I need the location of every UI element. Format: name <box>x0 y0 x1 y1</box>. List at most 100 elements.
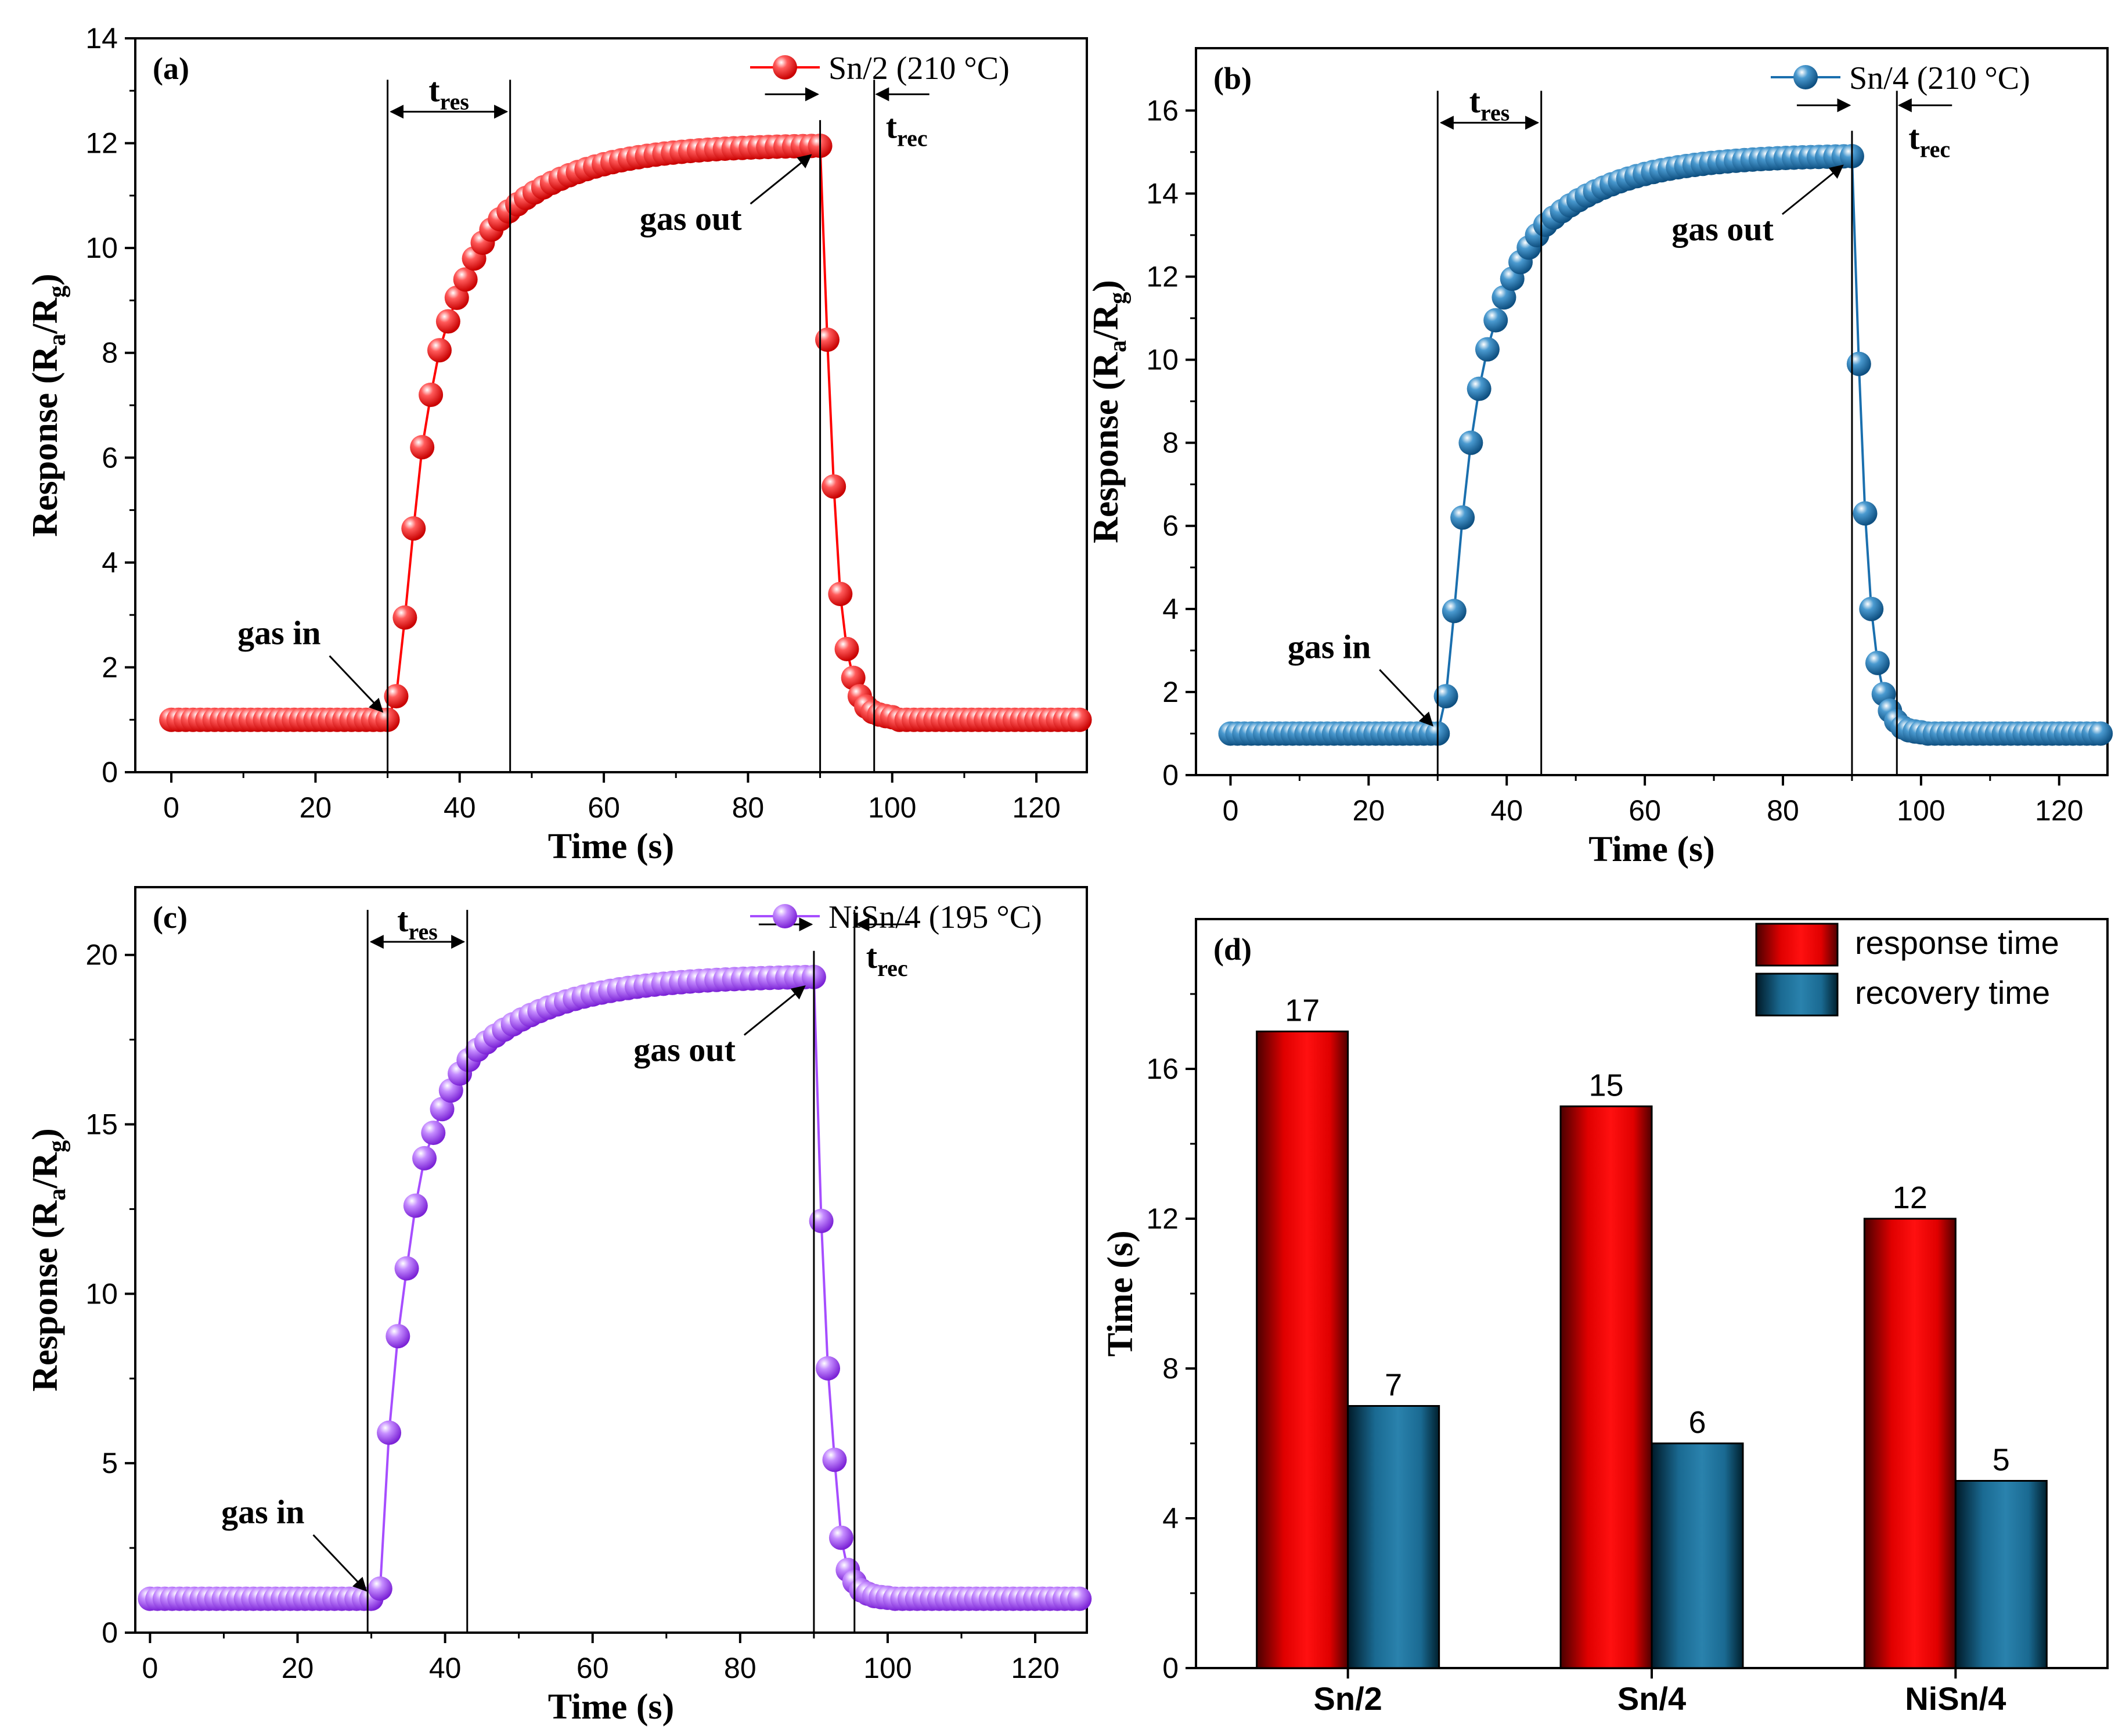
y-tick-label: 4 <box>1162 1502 1179 1535</box>
data-point <box>1853 501 1878 526</box>
data-point <box>435 309 460 334</box>
y-tick-label: 0 <box>1162 759 1179 791</box>
x-tick-label: 60 <box>588 791 620 824</box>
x-tick-label: 100 <box>1897 794 1945 827</box>
bar-value-label: 15 <box>1588 1068 1623 1103</box>
data-point <box>384 684 409 709</box>
t-rec-label: trec <box>886 107 928 151</box>
x-axis-label: Time (s) <box>548 1687 675 1727</box>
gas-in-label: gas in <box>1288 628 1371 665</box>
t-res-label: tres <box>428 71 469 114</box>
x-tick-label: 20 <box>300 791 332 824</box>
bar-value-label: 7 <box>1385 1368 1402 1403</box>
data-point <box>377 1420 402 1445</box>
gas-out-arrow <box>1781 164 1844 215</box>
y-tick-label: 14 <box>1146 177 1179 210</box>
bar-value-label: 5 <box>1993 1443 2010 1478</box>
y-tick-label: 16 <box>1146 94 1179 127</box>
data-point <box>816 1356 841 1381</box>
y-tick-label: 15 <box>85 1108 118 1141</box>
x-tick-label: 100 <box>868 791 916 824</box>
x-tick-label: 100 <box>863 1652 912 1684</box>
plot-frame <box>134 37 1088 773</box>
bar-response-time <box>1256 1031 1349 1669</box>
data-point <box>1865 650 1890 675</box>
panel-c: 0 20 40 60 80 100 120 0 5 10 15 20 Time (s) Response … <box>26 886 1092 1727</box>
data-point <box>1067 1586 1092 1611</box>
x-tick-label: 20 <box>282 1652 314 1684</box>
x-tick-label: 40 <box>429 1652 462 1684</box>
panel-a: 0 20 40 60 80 100 120 0 2 4 6 8 10 12 14 Time (s) Respon… <box>26 22 1092 866</box>
t-res-label: tres <box>397 901 438 945</box>
data-point <box>828 582 853 607</box>
y-tick-label: 16 <box>1146 1053 1179 1085</box>
data-point <box>412 1146 437 1170</box>
y-axis-label: Response (Ra/Rg) <box>26 1128 71 1392</box>
gas-in-label: gas in <box>221 1493 304 1531</box>
y-tick-label: 0 <box>1162 1652 1179 1684</box>
x-tick-label: 40 <box>444 791 476 824</box>
x-axis-label: Time (s) <box>1588 830 1715 869</box>
bar-value-label: 12 <box>1893 1180 1928 1215</box>
data-point <box>841 665 866 690</box>
legend-label: Sn/2 (210 °C) <box>828 51 1010 87</box>
y-axis-label: Response (Ra/Rg) <box>1086 280 1132 543</box>
legend-label: Sn/4 (210 °C) <box>1849 60 2030 96</box>
y-tick-label: 8 <box>102 337 118 369</box>
y-tick-label: 10 <box>85 232 118 264</box>
bar-response-time <box>1863 1218 1957 1669</box>
y-tick-label: 4 <box>102 546 118 579</box>
panel-b: 0 20 40 60 80 100 120 0 2 4 6 8 10 12 14 16 Time (s) Resp… <box>1086 47 2113 869</box>
data-point <box>809 1208 834 1233</box>
y-tick-label: 0 <box>102 1616 118 1649</box>
gas-out-label: gas out <box>640 200 742 237</box>
legend-marker <box>1793 65 1818 89</box>
gas-in-arrow <box>312 1534 368 1592</box>
data-point <box>453 267 478 292</box>
legend-marker <box>773 904 797 928</box>
x-tick-label: 40 <box>1490 794 1523 827</box>
y-tick-label: 0 <box>102 756 118 788</box>
gas-in-label: gas in <box>237 614 320 652</box>
x-tick-label: 80 <box>724 1652 756 1684</box>
y-tick-label: 4 <box>1162 593 1179 625</box>
data-point <box>401 516 426 541</box>
data-point <box>410 435 435 460</box>
data-point <box>1491 285 1516 310</box>
category-label: Sn/4 <box>1617 1680 1686 1717</box>
y-tick-label: 12 <box>1146 260 1179 293</box>
bar-value-label: 17 <box>1285 993 1320 1028</box>
y-tick-label: 8 <box>1162 1352 1179 1385</box>
data-point <box>427 338 452 363</box>
x-tick-label: 120 <box>1011 1652 1059 1684</box>
data-point <box>828 1525 853 1550</box>
panel-label: (a) <box>153 51 189 86</box>
x-tick-label: 0 <box>163 791 179 824</box>
y-tick-label: 6 <box>1162 510 1179 542</box>
y-tick-label: 8 <box>1162 427 1179 459</box>
bar-recovery-time <box>1954 1480 2048 1669</box>
data-point <box>1467 376 1491 401</box>
data-point <box>815 327 840 352</box>
x-tick-label: 0 <box>142 1652 158 1684</box>
data-point <box>430 1097 455 1122</box>
data-point <box>386 1324 410 1349</box>
panel-label: (c) <box>153 900 188 935</box>
x-tick-label: 120 <box>1012 791 1060 824</box>
data-point <box>1458 430 1483 455</box>
x-tick-label: 80 <box>732 791 765 824</box>
data-point <box>822 474 846 499</box>
plot-frame <box>1195 47 2109 776</box>
gas-in-arrow <box>1379 669 1433 727</box>
data-point <box>421 1121 446 1146</box>
legend-label: recovery time <box>1855 974 2050 1011</box>
y-tick-label: 20 <box>85 939 118 971</box>
data-point <box>1450 505 1475 530</box>
y-tick-label: 12 <box>1146 1202 1179 1235</box>
y-tick-label: 2 <box>1162 676 1179 708</box>
y-tick-label: 6 <box>102 441 118 474</box>
y-tick-label: 12 <box>85 127 118 160</box>
gas-out-label: gas out <box>633 1031 736 1069</box>
gas-out-label: gas out <box>1671 210 1774 248</box>
